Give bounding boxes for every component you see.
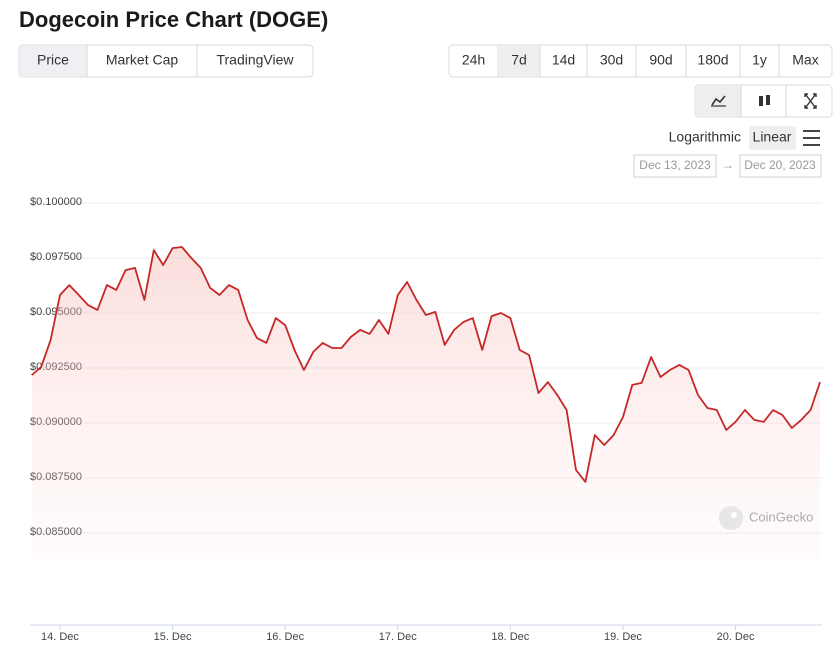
linear-active-bg	[749, 126, 796, 150]
date-from-input[interactable]	[633, 154, 717, 178]
line-icon	[711, 95, 726, 106]
x-tick-label: 14. Dec	[41, 631, 79, 643]
tab-group	[18, 44, 314, 78]
price-area	[31, 247, 821, 560]
scale-option[interactable]: Linear	[753, 129, 792, 145]
date-from: Dec 13, 2023	[639, 158, 711, 172]
scale-option[interactable]: Logarithmic	[669, 129, 741, 145]
tab[interactable]: Price	[37, 52, 69, 68]
price-line	[31, 246, 821, 483]
page-title: Dogecoin Price Chart (DOGE)	[19, 7, 328, 32]
candle-icon	[759, 96, 763, 106]
tab[interactable]: TradingView	[216, 52, 294, 68]
range-button[interactable]: 24h	[462, 52, 485, 68]
range-group	[448, 44, 833, 78]
watermark-logo-eye	[731, 512, 737, 518]
y-tick-label: $0.100000	[30, 196, 82, 208]
range-button[interactable]: 180d	[697, 52, 728, 68]
x-tick-label: 18. Dec	[491, 631, 529, 643]
x-tick-label: 20. Dec	[717, 631, 755, 643]
menu-icon[interactable]	[803, 130, 820, 146]
x-tick-label: 16. Dec	[266, 631, 304, 643]
x-tick-label: 19. Dec	[604, 631, 642, 643]
tab-active-bg	[20, 46, 87, 76]
watermark: CoinGecko	[749, 509, 813, 524]
controls	[633, 84, 833, 178]
date-to: Dec 20, 2023	[744, 158, 816, 172]
y-tick-label: $0.097500	[30, 251, 82, 263]
range-button[interactable]: Max	[792, 52, 818, 68]
candle-chart-button[interactable]	[742, 86, 786, 116]
range-button[interactable]: 30d	[600, 52, 623, 68]
fullscreen-button[interactable]	[787, 86, 831, 116]
date-separator: →	[722, 158, 734, 172]
candle-icon	[766, 95, 770, 105]
x-tick-label: 15. Dec	[154, 631, 192, 643]
x-tick-label: 17. Dec	[379, 631, 417, 643]
tab[interactable]: Market Cap	[106, 52, 179, 68]
date-to-input[interactable]	[739, 154, 822, 178]
range-active-bg	[499, 46, 540, 76]
range-button[interactable]: 14d	[552, 52, 575, 68]
fullscreen-icon	[804, 93, 817, 109]
range-button[interactable]: 7d	[511, 52, 527, 68]
range-button[interactable]: 90d	[649, 52, 672, 68]
range-button[interactable]: 1y	[752, 52, 767, 68]
watermark-logo	[719, 506, 743, 530]
